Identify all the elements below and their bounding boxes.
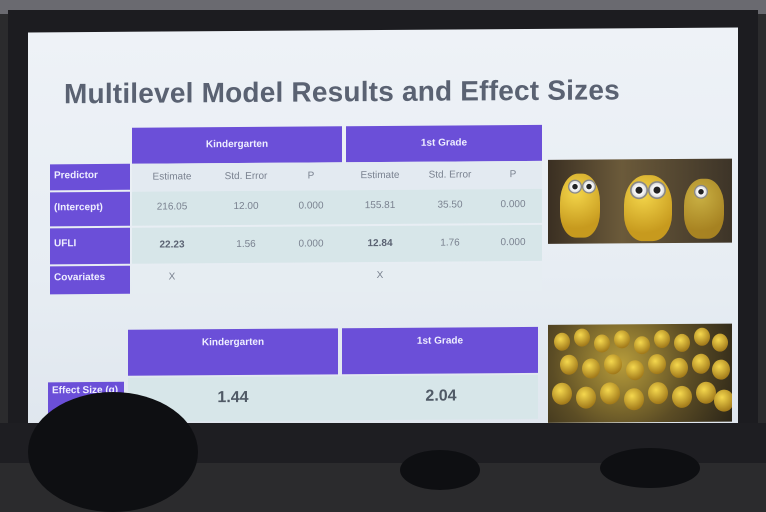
table2-header-first-grade: 1st Grade — [342, 326, 538, 375]
crowd-minion — [594, 334, 610, 353]
crowd-minion — [560, 354, 578, 375]
minions-photo — [548, 158, 732, 244]
crowd-minion — [582, 358, 600, 379]
table-cell: 1.56 — [236, 238, 256, 251]
row-label-intercept: (Intercept) — [50, 191, 130, 227]
row-label-ufli: UFLI — [50, 227, 130, 265]
row-label-covariates: Covariates — [50, 265, 130, 295]
crowd-minion — [624, 388, 644, 411]
header-label: Kindergarten — [205, 138, 269, 151]
crowd-minion — [692, 353, 710, 374]
minion-crowd-photo — [548, 323, 732, 423]
crowd-minion — [654, 329, 670, 349]
goggle — [630, 181, 648, 200]
header-label: 1st Grade — [420, 137, 468, 149]
header-label: Kindergarten — [201, 336, 265, 349]
column-header: P — [307, 170, 315, 182]
crowd-minion — [696, 381, 716, 404]
column-header: Std. Error — [224, 170, 268, 183]
table2-header-kindergarten: Kindergarten — [128, 328, 338, 376]
crowd-minion — [674, 333, 690, 352]
predictor-label: Predictor — [50, 163, 130, 191]
crowd-minion — [554, 332, 570, 351]
column-header: P — [509, 169, 517, 181]
table-cell: 22.23 — [159, 239, 185, 251]
crowd-minion — [552, 382, 572, 405]
goggle — [694, 184, 708, 199]
effect-size-first-grade: 2.04 — [425, 387, 457, 405]
table-cell: X — [168, 271, 176, 283]
table-cell: 0.000 — [298, 238, 324, 250]
column-header: Estimate — [360, 169, 400, 182]
column-header: Estimate — [152, 171, 192, 183]
goggle — [582, 179, 596, 194]
table-cell: X — [376, 269, 384, 282]
table-cell: 0.000 — [298, 200, 324, 212]
header-label: 1st Grade — [416, 335, 464, 347]
table-cell: 12.84 — [367, 237, 393, 250]
goggle — [648, 181, 666, 200]
crowd-minion — [634, 336, 650, 355]
table-cell: 35.50 — [437, 199, 463, 211]
crowd-minion — [574, 328, 590, 347]
crowd-minion — [626, 360, 644, 381]
crowd-minion — [712, 333, 728, 352]
table-cell: 0.000 — [500, 199, 526, 211]
crowd-minion — [576, 386, 596, 409]
crowd-minion — [600, 382, 620, 405]
crowd-minion — [614, 330, 630, 349]
crowd-minion — [672, 385, 692, 408]
crowd-minion — [648, 382, 668, 405]
crowd-minion — [670, 357, 688, 378]
crowd-minion — [648, 354, 666, 375]
table1-header-kindergarten: Kindergarten — [132, 126, 342, 164]
table-cell: 216.05 — [156, 201, 188, 213]
audience-head — [28, 392, 198, 512]
projected-slide: Multilevel Model Results and Effect Size… — [28, 27, 738, 437]
table-cell: 12.00 — [233, 200, 259, 213]
table-cell: 155.81 — [364, 199, 396, 212]
table-cell: 1.76 — [440, 237, 460, 249]
audience-head — [400, 450, 480, 490]
crowd-minion — [714, 389, 732, 412]
crowd-minion — [604, 354, 622, 375]
table-cell: 0.000 — [500, 237, 526, 249]
column-header: Std. Error — [428, 169, 472, 181]
effect-size-kindergarten: 1.44 — [217, 388, 249, 407]
crowd-minion — [694, 327, 710, 346]
slide-title: Multilevel Model Results and Effect Size… — [64, 74, 620, 110]
goggle — [568, 179, 582, 194]
crowd-minion — [712, 359, 730, 380]
table1-header-first-grade: 1st Grade — [346, 124, 542, 163]
audience-head — [600, 448, 700, 488]
